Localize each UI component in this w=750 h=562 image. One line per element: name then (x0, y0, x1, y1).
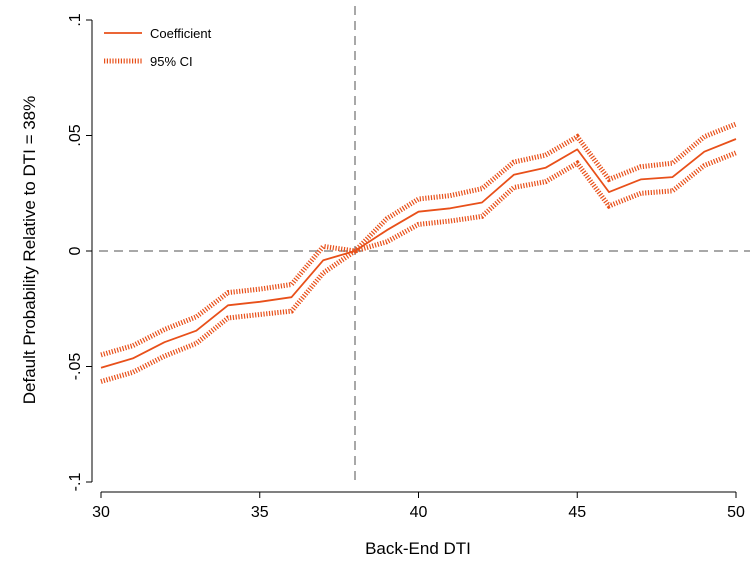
legend-ci-label: 95% CI (150, 54, 193, 69)
y-tick-label: -.05 (67, 353, 84, 381)
ci-lower-line (100, 150, 737, 384)
x-tick-label: 50 (727, 504, 745, 521)
x-tick-label: 45 (568, 504, 586, 521)
y-tick-label: .05 (67, 124, 84, 146)
y-axis-title: Default Probability Relative to DTI = 38… (20, 96, 39, 405)
y-tick-label: -.1 (67, 473, 84, 492)
x-axis-title: Back-End DTI (365, 539, 471, 558)
reference-lines (99, 6, 750, 482)
x-tick-label: 35 (251, 504, 269, 521)
legend-coefficient-label: Coefficient (150, 26, 212, 41)
y-tick-label: 0 (67, 246, 84, 255)
ci-upper-line (100, 121, 737, 358)
series-group (100, 121, 737, 384)
y-tick-label: .1 (67, 13, 84, 26)
x-tick-label: 30 (92, 504, 110, 521)
legend: Coefficient 95% CI (104, 26, 212, 69)
x-tick-label: 40 (410, 504, 428, 521)
coefficient-line (100, 138, 737, 369)
axes: -.1 -.05 0 .05 .1 30 35 40 45 50 (67, 13, 745, 521)
